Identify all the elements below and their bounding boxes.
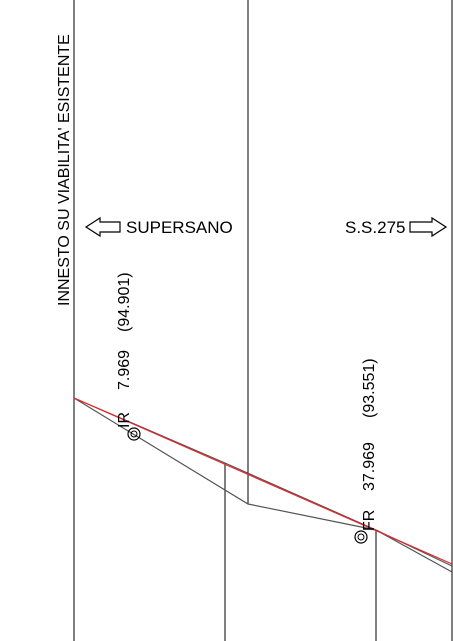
ir-progressive: 7.969: [116, 350, 133, 390]
existing-profile-lower: [73, 397, 453, 567]
existing-profile-upper: [73, 397, 453, 573]
fr-point-tag: FR: [361, 510, 378, 531]
ir-marker-icon: [127, 427, 141, 441]
left-direction-label: SUPERSANO: [126, 218, 233, 237]
fr-progressive: 37.969: [361, 442, 378, 491]
fr-elevation: (93.551): [361, 358, 378, 418]
right-arrow-icon: [409, 216, 448, 238]
right-direction-label: S.S.275: [345, 218, 406, 237]
ir-point-tag: IR: [116, 412, 133, 428]
ir-elevation: (94.901): [116, 272, 133, 332]
vertical-title: INNESTO SU VIABILITA' ESISTENTE: [56, 34, 73, 306]
grade-line: [73, 397, 453, 565]
left-arrow-icon: [84, 216, 121, 238]
fr-marker-icon: [354, 530, 368, 544]
